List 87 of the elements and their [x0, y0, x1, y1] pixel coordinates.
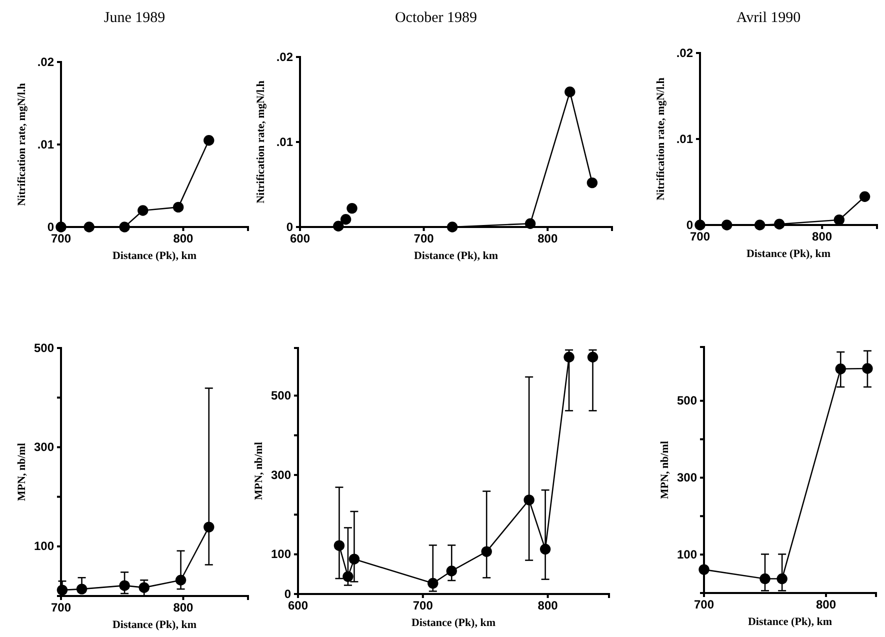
point: [564, 352, 574, 362]
x-tick-label: 700: [50, 600, 72, 615]
point: [175, 574, 186, 586]
point: [204, 522, 214, 532]
point: [834, 214, 845, 226]
y-axis-title: MPN, nb/ml: [659, 440, 671, 500]
x-tick-label: 800: [816, 598, 836, 612]
point: [84, 222, 94, 232]
point: [587, 352, 598, 362]
point: [774, 218, 785, 230]
point: [698, 564, 710, 575]
point: [334, 540, 345, 551]
y-tick-label: .02: [276, 50, 294, 64]
x-tick-label: 700: [50, 232, 72, 246]
point: [119, 580, 130, 591]
y-axis-title: MPN, nb/ml: [253, 442, 265, 500]
y-tick-label: 0: [47, 220, 54, 234]
y-tick-label: 500: [34, 340, 54, 355]
point: [481, 546, 492, 557]
chart-title: June 1989: [104, 10, 166, 26]
point: [138, 582, 150, 593]
y-tick-label: 100: [676, 547, 698, 562]
point: [446, 222, 458, 232]
y-tick-label: 300: [34, 440, 54, 454]
x-tick-label: 600: [288, 598, 308, 613]
point: [694, 220, 706, 230]
point: [776, 573, 788, 584]
x-tick-label: 700: [412, 598, 434, 613]
point: [524, 218, 536, 229]
y-tick-label: 0: [286, 220, 294, 234]
x-tick-label: 700: [690, 230, 710, 244]
point: [56, 222, 66, 232]
y-tick-label: 0: [686, 218, 694, 232]
point: [119, 222, 130, 232]
point: [348, 554, 360, 564]
x-tick-label: 800: [812, 230, 832, 244]
point: [172, 202, 184, 213]
x-axis-title: Distance (Pk), km: [414, 250, 498, 262]
x-axis-title: Distance (Pk), km: [411, 617, 496, 629]
point: [859, 191, 870, 202]
y-tick-label: 100: [34, 539, 54, 554]
point: [138, 205, 148, 216]
point: [333, 220, 344, 232]
point: [524, 494, 534, 506]
x-tick-label: 600: [290, 232, 310, 246]
point: [722, 220, 732, 230]
y-axis-title: Nitrification rate, mgN/l.h: [16, 83, 28, 206]
point: [540, 544, 551, 555]
y-axis-title: MPN, nb/ml: [16, 442, 28, 502]
x-tick-label: 800: [538, 232, 558, 246]
y-tick-label: 500: [676, 394, 698, 408]
point: [835, 364, 846, 374]
point: [862, 363, 873, 374]
x-axis-title: Distance (Pk), km: [748, 616, 832, 628]
y-tick-label: 100: [270, 547, 292, 562]
point: [446, 566, 457, 576]
point: [754, 220, 766, 230]
x-tick-label: 700: [694, 598, 714, 612]
y-tick-label: .01: [676, 132, 694, 146]
y-tick-label: .01: [276, 134, 294, 149]
y-axis-title: Nitrification rate, mgN/l.h: [655, 78, 667, 200]
point: [586, 177, 598, 188]
y-tick-label: .01: [37, 137, 54, 152]
point: [346, 202, 358, 214]
x-tick-label: 700: [414, 232, 434, 246]
y-tick-label: 300: [676, 470, 698, 485]
chart-title: Avril 1990: [736, 10, 801, 26]
point: [760, 573, 770, 584]
x-axis-title: Distance (Pk), km: [746, 248, 831, 260]
x-tick-label: 800: [173, 232, 194, 246]
point: [428, 578, 438, 589]
y-tick-label: .02: [37, 54, 54, 69]
x-tick-label: 800: [173, 600, 194, 615]
x-tick-label: 800: [538, 598, 558, 613]
y-axis-title: Nitrification rate, mgN/l.h: [255, 80, 267, 204]
y-tick-label: .02: [676, 46, 694, 60]
y-tick-label: 500: [270, 388, 292, 402]
y-tick-label: 0: [284, 586, 292, 601]
y-tick-label: 300: [270, 468, 292, 482]
point: [76, 584, 88, 594]
x-axis-title: Distance (Pk), km: [112, 619, 197, 631]
point: [564, 86, 576, 98]
point: [204, 135, 214, 146]
chart-title: October 1989: [394, 10, 478, 26]
x-axis-title: Distance (Pk), km: [112, 250, 197, 262]
point: [342, 571, 354, 582]
point: [340, 214, 352, 225]
